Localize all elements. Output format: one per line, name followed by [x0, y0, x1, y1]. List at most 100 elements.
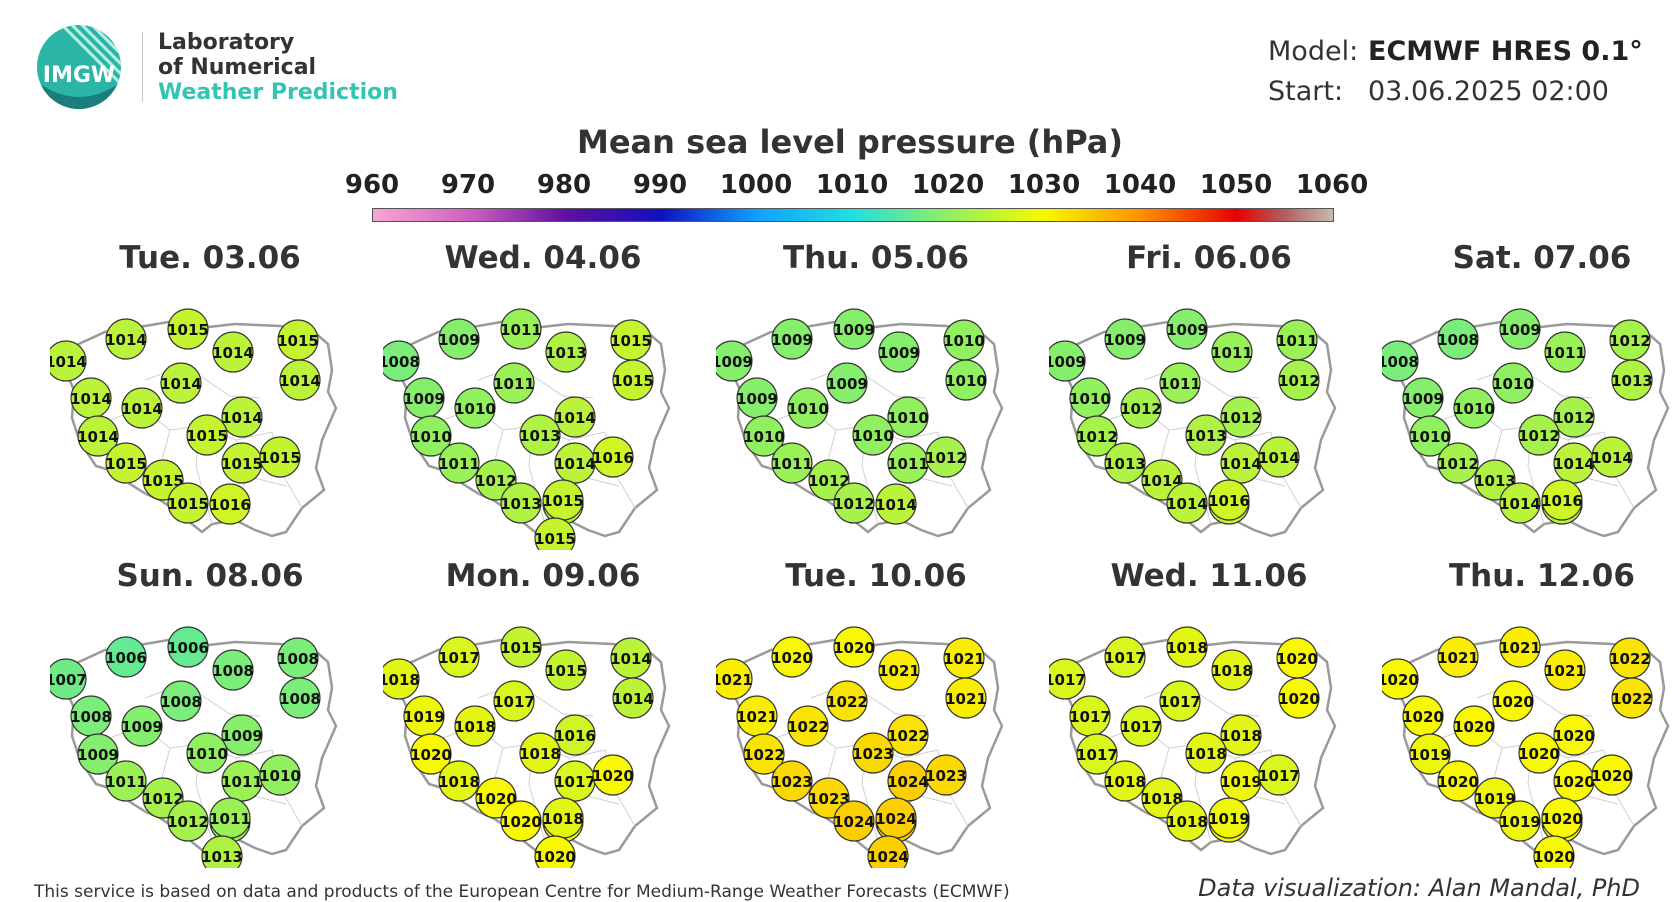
station-value: 1021 [1544, 662, 1586, 680]
station-marker [1076, 415, 1118, 457]
pressure-station: 1011 [887, 442, 929, 484]
station-value: 1019 [1208, 810, 1250, 828]
station-value: 1008 [279, 690, 321, 708]
station-value: 1008 [383, 353, 420, 371]
station-value: 1021 [1499, 639, 1541, 657]
station-value: 1023 [771, 773, 813, 791]
pressure-station: 1011 [493, 362, 535, 404]
pressure-station: 1021 [945, 677, 987, 719]
pressure-station: 1019 [1208, 797, 1250, 839]
station-marker [500, 482, 542, 524]
station-marker [438, 442, 480, 484]
station-marker [1166, 482, 1208, 524]
station-value: 1014 [121, 400, 163, 418]
visualization-credit: Data visualization: Alan Mandal, PhD [1198, 874, 1640, 902]
station-value: 1008 [1437, 331, 1479, 349]
station-value: 1009 [77, 746, 119, 764]
station-marker [1499, 800, 1541, 842]
station-marker [167, 800, 209, 842]
pressure-station: 1017 [1049, 658, 1086, 700]
pressure-station: 1010 [1453, 387, 1495, 429]
station-value: 1009 [1104, 331, 1146, 349]
pressure-station: 1020 [1402, 695, 1444, 737]
pressure-station: 1010 [186, 732, 228, 774]
station-marker [771, 760, 813, 802]
station-value: 1014 [1220, 455, 1262, 473]
forecast-panel: Wed. 11.06 1017 1018 1018 1020 1017 1017 1020 10… [1049, 558, 1369, 858]
station-marker [833, 626, 875, 668]
station-value: 1020 [771, 649, 813, 667]
pressure-station: 1014 [554, 442, 596, 484]
station-marker [833, 800, 875, 842]
pressure-station: 1009 [1402, 377, 1444, 419]
station-marker [1533, 835, 1575, 868]
station-marker [1166, 626, 1208, 668]
station-value: 1020 [1541, 810, 1583, 828]
station-marker [545, 331, 587, 373]
pressure-station: 1012 [1278, 359, 1320, 401]
station-value: 1012 [1076, 428, 1118, 446]
station-marker [867, 835, 909, 868]
pressure-station: 1019 [1220, 760, 1262, 802]
station-value: 1010 [1492, 375, 1534, 393]
station-marker [105, 318, 147, 360]
pressure-station: 1012 [1120, 387, 1162, 429]
station-marker [105, 760, 147, 802]
panel-date: Fri. 06.06 [1126, 240, 1292, 276]
station-marker [1208, 797, 1250, 839]
station-value: 1014 [554, 409, 596, 427]
station-value: 1020 [1518, 745, 1560, 763]
scale-tick-1030: 1030 [1007, 170, 1081, 200]
station-value: 1012 [833, 495, 875, 513]
lab-line-2: of Numerical [158, 55, 317, 80]
pressure-station: 1020 [1541, 797, 1583, 839]
station-value: 1020 [1382, 671, 1419, 689]
station-marker [410, 415, 452, 457]
station-value: 1017 [1076, 746, 1118, 764]
station-value: 1011 [1211, 344, 1253, 362]
ecmwf-disclaimer: This service is based on data and produc… [34, 882, 1010, 902]
lab-line-1: Laboratory [158, 30, 295, 55]
pressure-station: 1020 [1492, 680, 1534, 722]
station-marker [438, 318, 480, 360]
station-marker [500, 626, 542, 668]
station-marker [167, 626, 209, 668]
station-value: 1016 [592, 449, 634, 467]
station-marker [121, 705, 163, 747]
station-marker [1278, 677, 1320, 719]
station-marker [554, 714, 596, 756]
pressure-station: 1010 [1409, 415, 1451, 457]
station-marker [771, 636, 813, 678]
pressure-station: 1010 [1492, 362, 1534, 404]
panel-date: Sat. 07.06 [1452, 240, 1632, 276]
station-marker [1211, 331, 1253, 373]
pressure-station: 1011 [1159, 362, 1201, 404]
pressure-station: 1021 [1544, 649, 1586, 691]
station-marker [1382, 340, 1419, 382]
station-marker [1437, 318, 1479, 360]
station-marker [1278, 359, 1320, 401]
station-value: 1012 [1120, 400, 1162, 418]
station-value: 1013 [545, 344, 587, 362]
pressure-station: 1009 [77, 733, 119, 775]
station-marker [826, 680, 868, 722]
station-value: 1018 [1141, 790, 1183, 808]
pressure-station: 1008 [277, 637, 319, 679]
station-value: 1014 [212, 344, 254, 362]
station-marker [77, 733, 119, 775]
station-value: 1022 [743, 746, 785, 764]
station-marker [925, 436, 967, 478]
pressure-station: 1024 [867, 835, 909, 868]
station-marker [1611, 677, 1653, 719]
pressure-station: 1016 [1208, 479, 1250, 521]
station-value: 1024 [833, 813, 875, 831]
pressure-station: 1023 [771, 760, 813, 802]
pressure-station: 1016 [554, 714, 596, 756]
pressure-station: 1019 [1499, 800, 1541, 842]
station-marker [1499, 626, 1541, 668]
pressure-station: 1018 [1104, 760, 1146, 802]
pressure-station: 1006 [105, 636, 147, 678]
pressure-station: 1014 [221, 396, 263, 438]
pressure-station: 1009 [121, 705, 163, 747]
